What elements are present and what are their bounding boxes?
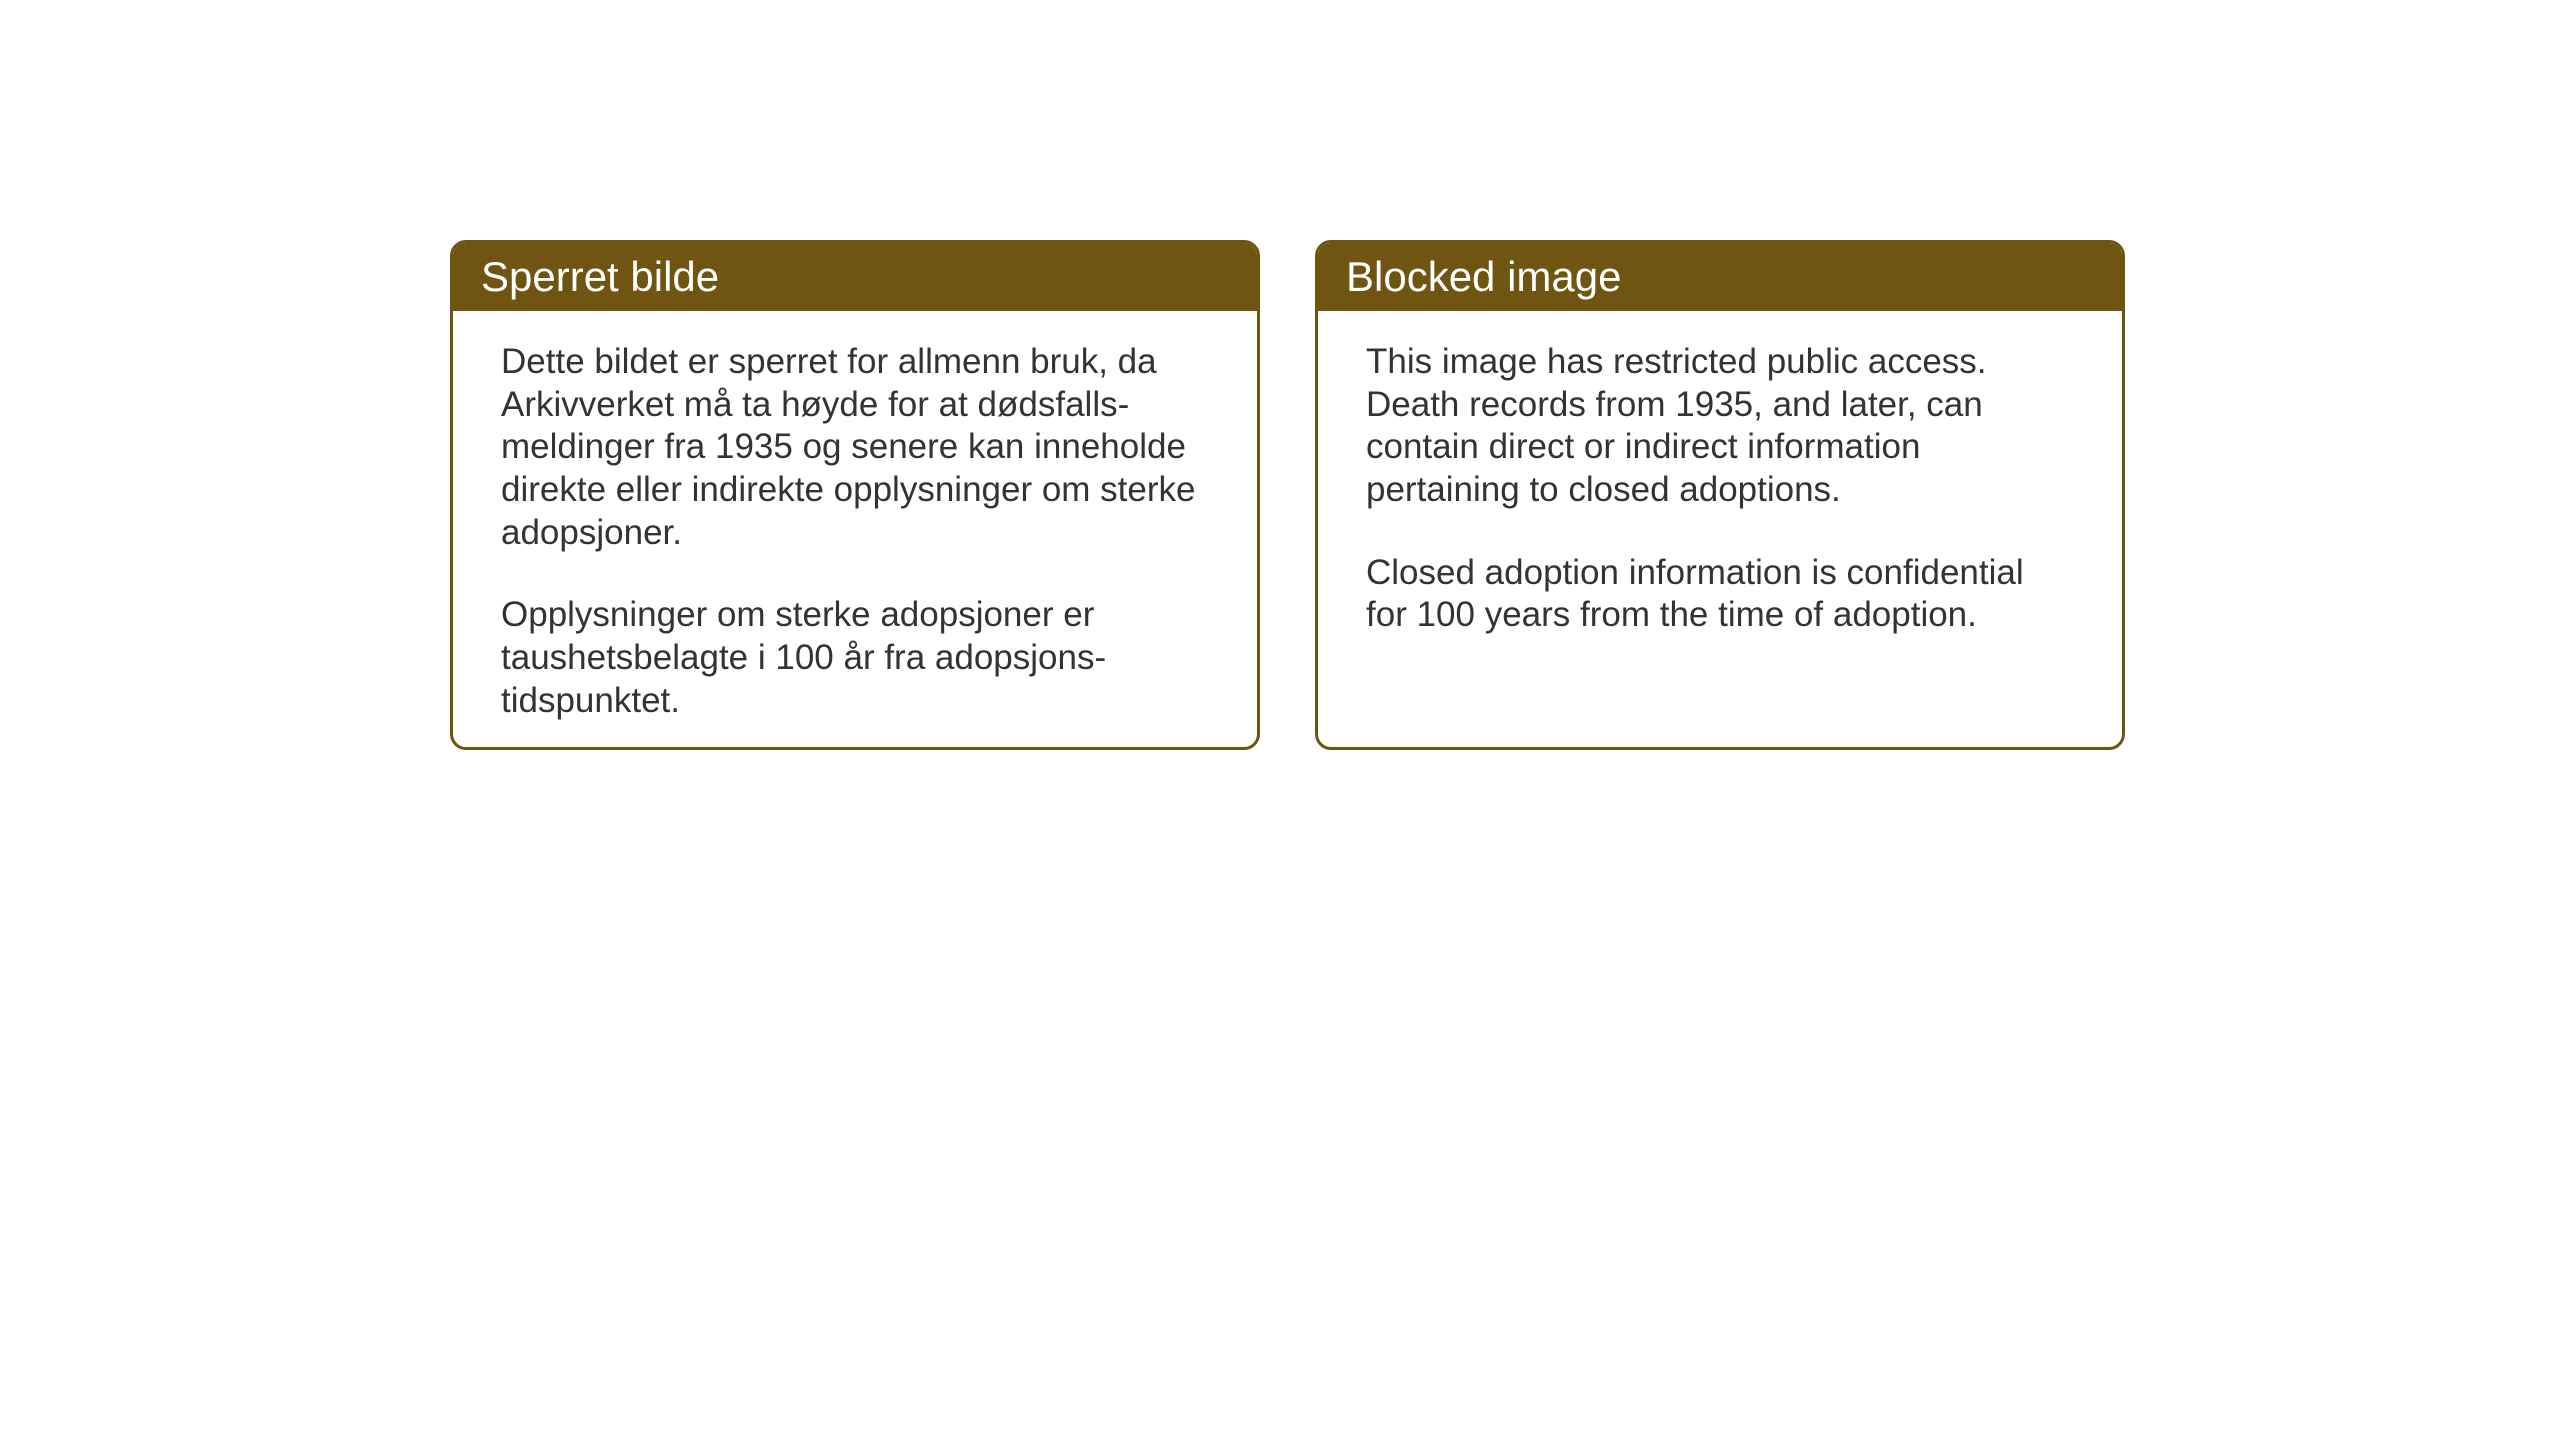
card-paragraph-1-norwegian: Dette bildet er sperret for allmenn bruk… — [501, 341, 1209, 554]
cards-container: Sperret bilde Dette bildet er sperret fo… — [450, 240, 2125, 750]
card-title-norwegian: Sperret bilde — [481, 253, 719, 300]
card-header-english: Blocked image — [1318, 243, 2122, 311]
card-norwegian: Sperret bilde Dette bildet er sperret fo… — [450, 240, 1260, 750]
card-title-english: Blocked image — [1346, 253, 1621, 300]
card-body-english: This image has restricted public access.… — [1318, 311, 2122, 667]
card-paragraph-2-english: Closed adoption information is confident… — [1366, 552, 2074, 637]
card-paragraph-2-norwegian: Opplysninger om sterke adopsjoner er tau… — [501, 594, 1209, 722]
card-paragraph-1-english: This image has restricted public access.… — [1366, 341, 2074, 512]
card-english: Blocked image This image has restricted … — [1315, 240, 2125, 750]
card-header-norwegian: Sperret bilde — [453, 243, 1257, 311]
card-body-norwegian: Dette bildet er sperret for allmenn bruk… — [453, 311, 1257, 750]
